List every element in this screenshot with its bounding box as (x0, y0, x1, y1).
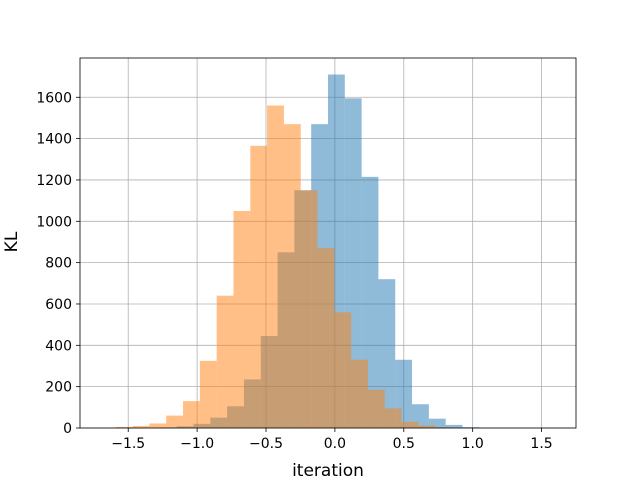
y-tick-label-6: 1200 (36, 173, 72, 189)
bar-series-0-bin-17 (445, 424, 463, 428)
x-tick-label-1: −1.0 (180, 436, 214, 452)
series-1 (115, 105, 452, 428)
bar-series-1-bin-7 (233, 210, 251, 428)
y-tick-label-5: 1000 (36, 214, 72, 230)
bar-series-1-bin-5 (199, 360, 217, 428)
bar-series-1-bin-9 (267, 105, 284, 428)
x-tick-label-5: 1.0 (462, 436, 484, 452)
x-tick-label-0: −1.5 (111, 436, 145, 452)
bar-series-0-bin-18 (462, 427, 480, 428)
y-axis-label: KL (2, 231, 22, 252)
bar-series-1-bin-12 (317, 248, 335, 428)
plot-frame (79, 57, 577, 429)
bar-series-1-bin-11 (300, 190, 318, 428)
bar-series-1-bin-3 (166, 415, 184, 428)
bar-series-0-bin-16 (428, 418, 446, 428)
bar-series-1-bin-16 (384, 408, 402, 428)
ticks: −1.5 −1.0 −0.5 0.0 0.5 1.0 1.5 0 200 400 600 800 100… (36, 90, 552, 452)
bar-series-1-bin-1 (132, 425, 150, 428)
bar-series-1-bin-18 (418, 425, 436, 428)
x-tick-label-4: 0.5 (393, 436, 415, 452)
x-tick-label-3: 0.0 (324, 436, 346, 452)
bar-series-1-bin-13 (334, 312, 352, 428)
x-tick-label-6: 1.5 (530, 436, 552, 452)
y-tick-label-3: 600 (45, 297, 72, 313)
bar-series-1-bin-8 (250, 145, 268, 428)
y-tick-label-0: 0 (63, 421, 72, 437)
y-tick-label-7: 1400 (36, 132, 72, 148)
x-axis-label: iteration (292, 461, 364, 480)
bar-series-1-bin-17 (401, 421, 419, 428)
bar-series-1-bin-0 (115, 426, 133, 428)
bar-series-1-bin-19 (435, 427, 452, 428)
bars (115, 74, 480, 429)
bar-series-1-bin-14 (351, 359, 368, 428)
y-tick-label-4: 800 (45, 256, 72, 272)
bar-series-1-bin-6 (216, 295, 234, 428)
x-tick-label-2: −0.5 (249, 436, 283, 452)
y-tick-label-1: 200 (45, 380, 72, 396)
y-tick-label-2: 400 (45, 338, 72, 354)
bar-series-1-bin-15 (367, 389, 385, 428)
bar-series-1-bin-4 (183, 401, 200, 428)
y-tick-label-8: 1600 (36, 90, 72, 106)
bar-series-1-bin-10 (283, 124, 301, 428)
bar-series-1-bin-2 (149, 423, 167, 428)
